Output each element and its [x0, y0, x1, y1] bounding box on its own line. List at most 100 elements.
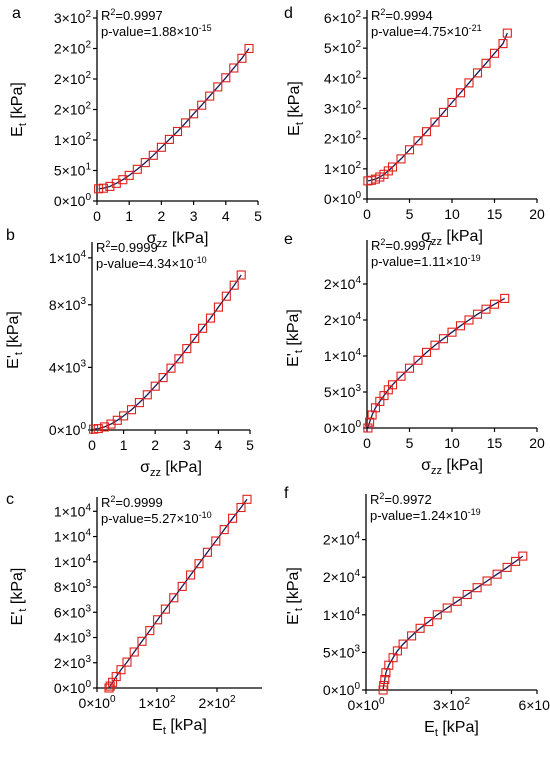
y-tick-label: 1×102 [324, 160, 362, 177]
x-tick-label: 5 [246, 437, 254, 453]
data-point [404, 363, 415, 373]
data-point [455, 88, 466, 98]
y-axis-title: E't [kPa] [285, 567, 305, 625]
data-point [186, 570, 196, 580]
panel-label: e [284, 231, 293, 248]
y-tick-label: 8×103 [54, 578, 92, 595]
p-value-label: p-value=1.88×10-15 [101, 23, 212, 39]
data-point [89, 424, 99, 434]
data-point [472, 68, 483, 78]
data-point [189, 109, 199, 119]
data-point [105, 181, 115, 191]
data-point [142, 390, 152, 400]
y-tick-label: 0×100 [323, 681, 361, 698]
y-tick-label: 3×102 [54, 9, 92, 26]
data-point [489, 48, 500, 58]
data-point [387, 380, 398, 390]
y-tick-label: 0×100 [54, 679, 92, 696]
data-point [134, 398, 144, 408]
data-point [472, 583, 482, 593]
data-point [137, 636, 147, 646]
y-tick-label: 5×101 [54, 162, 92, 179]
data-point [124, 170, 134, 180]
y-tick-label: 4×102 [324, 69, 362, 86]
y-axis-title: Et [kPa] [9, 82, 29, 137]
data-point [464, 78, 474, 88]
data-point [489, 299, 500, 309]
data-point [177, 581, 187, 591]
x-axis-title: σzz [kPa] [140, 459, 202, 479]
panel-b: b 0×100 4×103 8×103 1×104 0 1 2 3 4 5 σzz [kPa] E't … [5, 227, 254, 479]
x-tick-label: 1×102 [138, 694, 176, 711]
data-point [392, 646, 402, 656]
data-point [518, 551, 528, 561]
panel-label: a [12, 5, 21, 22]
y-tick-label: 1×104 [54, 502, 92, 519]
data-point [502, 28, 512, 38]
data-point [122, 657, 132, 667]
y-tick-label: 4×103 [54, 629, 92, 646]
x-tick-label: 1 [120, 437, 128, 453]
data-point [236, 270, 246, 280]
data-point [404, 145, 415, 155]
data-point [202, 547, 212, 557]
data-point [365, 417, 375, 427]
fit-line [367, 32, 508, 182]
x-tick-label: 0×100 [347, 696, 385, 713]
y-tick-label: 2×104 [323, 531, 361, 548]
y-tick-label: 1×104 [54, 528, 92, 545]
x-tick-label: 1 [125, 208, 133, 224]
x-axis-title: σzz [kPa] [147, 230, 209, 250]
y-tick-label: 1×104 [323, 606, 361, 623]
panel-label: c [6, 491, 14, 508]
x-tick-label: 5 [254, 208, 262, 224]
panel-c: c 0×100 2×103 4×103 6×103 8×103 1×104 1×104 1×10… [6, 491, 262, 737]
data-point [164, 134, 174, 144]
y-axis-title: Et [kPa] [286, 81, 306, 136]
y-tick-label: 3×102 [324, 100, 362, 117]
panel-label: f [284, 485, 289, 502]
r-squared-label: R2=0.9999 [101, 494, 163, 510]
y-tick-label: 6×102 [324, 9, 362, 26]
y-tick-label: 2×102 [54, 40, 92, 57]
panel-a: a 0×100 5×101 1×102 2×102 2×102 2×102 3×102 0 1 2 3… [9, 5, 262, 250]
panel-label: d [284, 5, 293, 22]
data-point [156, 142, 166, 152]
data-point [126, 405, 137, 415]
data-point [229, 280, 239, 290]
y-tick-label: 0×100 [324, 419, 362, 436]
data-point [182, 344, 192, 354]
data-point [396, 371, 406, 381]
data-point [194, 559, 204, 569]
y-tick-label: 2×104 [324, 275, 362, 292]
data-point [498, 39, 508, 49]
data-point [219, 525, 229, 535]
p-value-label: p-value=1.24×10-19 [370, 507, 481, 523]
data-point [421, 127, 432, 137]
y-tick-label: 2×102 [54, 70, 92, 87]
data-point [413, 136, 423, 146]
data-point [221, 73, 231, 83]
x-tick-label: 0 [93, 208, 101, 224]
data-point [190, 333, 200, 343]
x-tick-label: 2 [158, 208, 166, 224]
data-point [145, 626, 155, 636]
data-point [172, 126, 183, 137]
y-tick-label: 2×104 [324, 311, 362, 328]
p-value-label: p-value=5.27×10-10 [101, 510, 212, 526]
x-tick-label: 10 [444, 435, 460, 451]
data-point [462, 589, 472, 600]
y-axis-title: E't [kPa] [285, 309, 305, 367]
data-point [181, 118, 191, 128]
data-point [407, 631, 417, 641]
x-tick-label: 0×100 [78, 694, 116, 711]
data-point [198, 323, 208, 333]
data-point [160, 604, 170, 614]
data-point [242, 494, 252, 504]
data-point [438, 334, 449, 344]
data-point [148, 150, 158, 160]
x-tick-label: 20 [529, 206, 545, 222]
y-tick-label: 1×104 [54, 553, 92, 570]
data-point [116, 665, 126, 675]
y-tick-label: 2×102 [324, 130, 362, 147]
